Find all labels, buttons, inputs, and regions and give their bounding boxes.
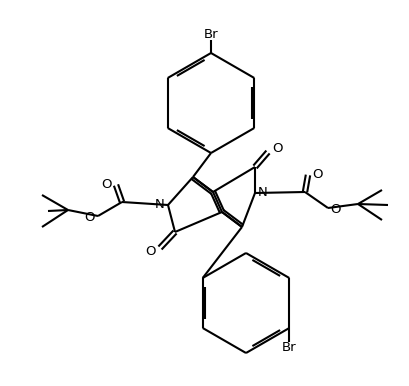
Text: Br: Br: [281, 342, 296, 354]
Text: O: O: [85, 212, 95, 225]
Text: O: O: [101, 178, 112, 191]
Text: O: O: [312, 168, 322, 181]
Text: N: N: [155, 198, 164, 212]
Text: O: O: [272, 142, 283, 154]
Text: Br: Br: [203, 29, 218, 42]
Text: N: N: [258, 186, 267, 200]
Text: O: O: [145, 245, 156, 259]
Text: O: O: [330, 203, 340, 217]
